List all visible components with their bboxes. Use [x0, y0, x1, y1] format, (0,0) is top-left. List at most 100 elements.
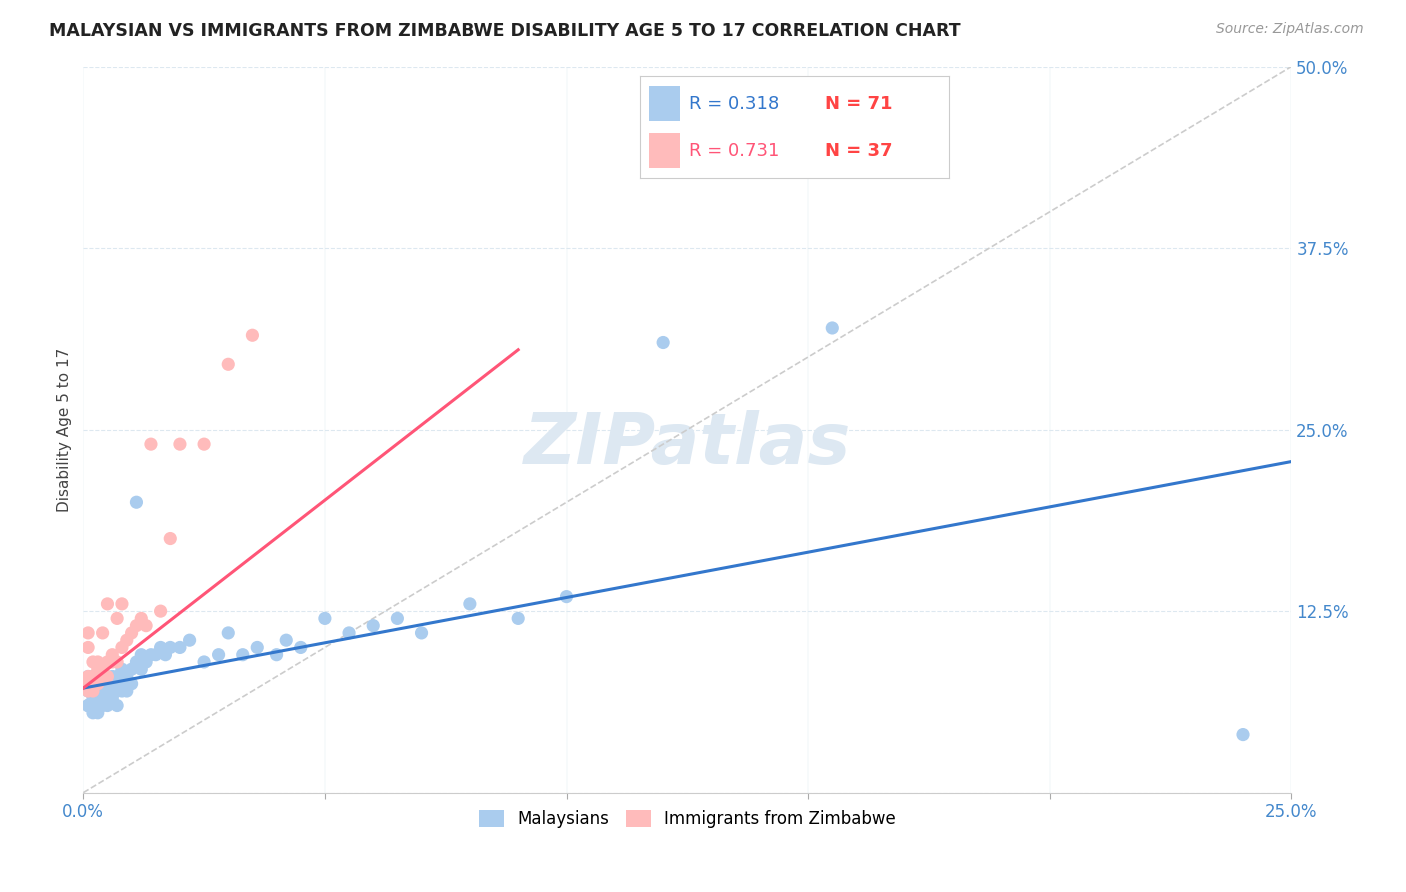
Point	[82, 684, 104, 698]
Point	[125, 495, 148, 509]
Point	[101, 677, 124, 691]
Point	[91, 698, 114, 713]
Point	[193, 655, 215, 669]
Point	[82, 684, 104, 698]
Point	[139, 437, 162, 451]
Point	[217, 626, 239, 640]
Text: N = 71: N = 71	[825, 95, 893, 112]
Point	[96, 669, 118, 683]
Point	[246, 640, 269, 655]
Point	[276, 633, 298, 648]
Point	[105, 611, 128, 625]
Point	[82, 669, 104, 683]
Point	[458, 597, 481, 611]
FancyBboxPatch shape	[650, 87, 681, 121]
Point	[121, 626, 143, 640]
Point	[129, 648, 152, 662]
Point	[337, 626, 360, 640]
Text: ZIPatlas: ZIPatlas	[523, 409, 851, 479]
Point	[314, 611, 336, 625]
Point	[411, 626, 433, 640]
Point	[217, 357, 239, 371]
Point	[111, 662, 134, 676]
Point	[77, 669, 100, 683]
Point	[77, 698, 100, 713]
Point	[169, 640, 191, 655]
Point	[87, 684, 110, 698]
Point	[91, 684, 114, 698]
Point	[105, 669, 128, 683]
Point	[159, 532, 181, 546]
Point	[77, 684, 100, 698]
Point	[91, 669, 114, 683]
Point	[77, 698, 100, 713]
Point	[155, 648, 177, 662]
Y-axis label: Disability Age 5 to 17: Disability Age 5 to 17	[58, 348, 72, 512]
Point	[87, 706, 110, 720]
Point	[96, 655, 118, 669]
Point	[91, 677, 114, 691]
Point	[266, 648, 288, 662]
Point	[179, 633, 201, 648]
Point	[101, 691, 124, 706]
Point	[508, 611, 530, 625]
Point	[115, 633, 138, 648]
Point	[87, 691, 110, 706]
Point	[129, 611, 152, 625]
Point	[111, 684, 134, 698]
Point	[139, 648, 162, 662]
Point	[77, 640, 100, 655]
Point	[77, 677, 100, 691]
Point	[101, 669, 124, 683]
Point	[82, 684, 104, 698]
Point	[115, 684, 138, 698]
Point	[96, 677, 118, 691]
Point	[111, 677, 134, 691]
Text: MALAYSIAN VS IMMIGRANTS FROM ZIMBABWE DISABILITY AGE 5 TO 17 CORRELATION CHART: MALAYSIAN VS IMMIGRANTS FROM ZIMBABWE DI…	[49, 22, 960, 40]
Point	[87, 669, 110, 683]
Point	[111, 597, 134, 611]
Point	[105, 655, 128, 669]
Point	[101, 684, 124, 698]
Point	[169, 437, 191, 451]
Point	[91, 691, 114, 706]
Point	[652, 335, 675, 350]
Point	[121, 662, 143, 676]
Text: R = 0.731: R = 0.731	[689, 142, 779, 160]
Point	[129, 662, 152, 676]
Text: N = 37: N = 37	[825, 142, 893, 160]
Point	[87, 677, 110, 691]
Point	[101, 648, 124, 662]
Point	[96, 597, 118, 611]
Point	[135, 655, 157, 669]
Point	[87, 698, 110, 713]
Point	[77, 626, 100, 640]
Point	[91, 662, 114, 676]
Point	[87, 677, 110, 691]
Point	[82, 706, 104, 720]
Point	[135, 618, 157, 632]
Point	[101, 655, 124, 669]
Point	[232, 648, 254, 662]
Point	[125, 655, 148, 669]
Point	[121, 677, 143, 691]
Point	[387, 611, 409, 625]
Point	[96, 684, 118, 698]
Point	[77, 669, 100, 683]
Point	[87, 669, 110, 683]
Point	[290, 640, 312, 655]
Point	[207, 648, 229, 662]
Text: Source: ZipAtlas.com: Source: ZipAtlas.com	[1216, 22, 1364, 37]
Point	[105, 698, 128, 713]
Point	[555, 590, 578, 604]
Point	[91, 669, 114, 683]
Point	[77, 698, 100, 713]
Point	[149, 640, 172, 655]
Point	[115, 669, 138, 683]
Point	[96, 698, 118, 713]
Point	[91, 626, 114, 640]
Point	[125, 618, 148, 632]
Legend: Malaysians, Immigrants from Zimbabwe: Malaysians, Immigrants from Zimbabwe	[472, 804, 903, 835]
Point	[149, 604, 172, 618]
Point	[82, 655, 104, 669]
